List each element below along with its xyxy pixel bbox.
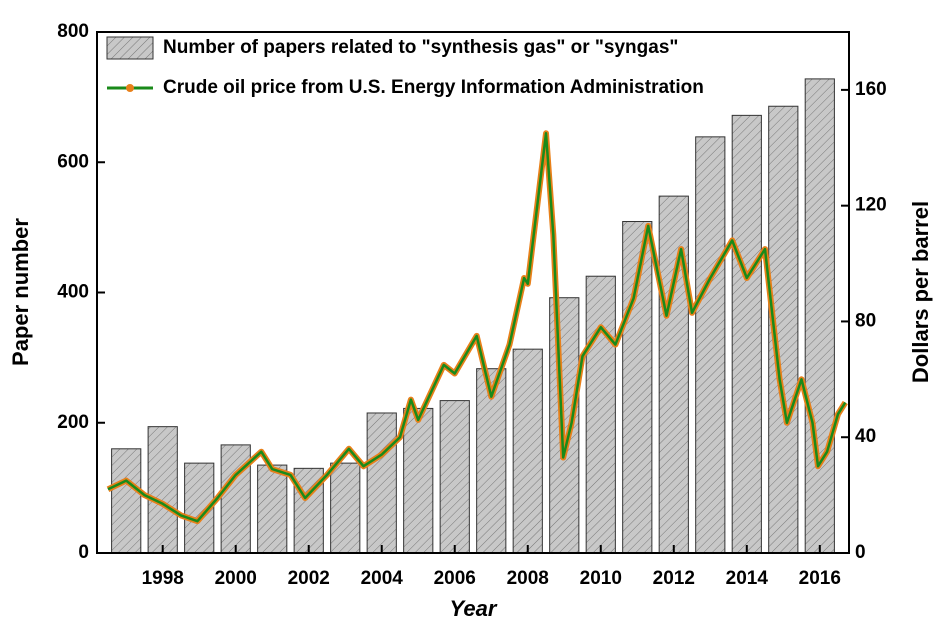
x-tick-label: 2008 — [507, 568, 549, 589]
bar — [330, 462, 361, 554]
bar — [804, 78, 835, 554]
legend-swatch — [106, 36, 154, 60]
bar — [147, 426, 178, 554]
x-tick-label: 2000 — [215, 568, 257, 589]
x-tick-label: 2012 — [653, 568, 695, 589]
bar — [439, 400, 470, 554]
bar — [366, 412, 397, 554]
bar — [403, 407, 434, 554]
y-tick-label: 800 — [57, 21, 89, 42]
y2-tick-label: 40 — [855, 426, 876, 447]
bar — [220, 444, 251, 554]
y2-tick-label: 0 — [855, 542, 866, 563]
x-tick-label: 2016 — [799, 568, 841, 589]
x-tick-label: 2014 — [726, 568, 769, 589]
x-tick-label: 2010 — [580, 568, 622, 589]
y2-tick-label: 80 — [855, 310, 876, 331]
y-tick-label: 200 — [57, 412, 89, 433]
y-tick-label: 400 — [57, 282, 89, 303]
legend-label: Crude oil price from U.S. Energy Informa… — [163, 77, 704, 98]
x-tick-label: 2006 — [434, 568, 476, 589]
y2-tick-label: 160 — [855, 79, 887, 100]
bar — [257, 464, 288, 554]
legend-marker — [126, 84, 134, 92]
y-tick-label: 600 — [57, 151, 89, 172]
bar — [585, 275, 616, 554]
x-tick-label: 2002 — [288, 568, 330, 589]
y2-axis-title: Dollars per barrel — [908, 201, 933, 383]
bar — [731, 114, 762, 554]
line — [107, 132, 847, 523]
bar — [512, 348, 543, 554]
bar — [111, 448, 142, 554]
y2-tick-label: 120 — [855, 195, 887, 216]
legend-label: Number of papers related to "synthesis g… — [163, 37, 678, 58]
bar — [695, 136, 726, 554]
y-tick-label: 0 — [78, 542, 89, 563]
x-tick-label: 2004 — [361, 568, 404, 589]
y-axis-title: Paper number — [8, 218, 33, 366]
x-axis-title: Year — [450, 596, 498, 621]
x-tick-label: 1998 — [142, 568, 184, 589]
